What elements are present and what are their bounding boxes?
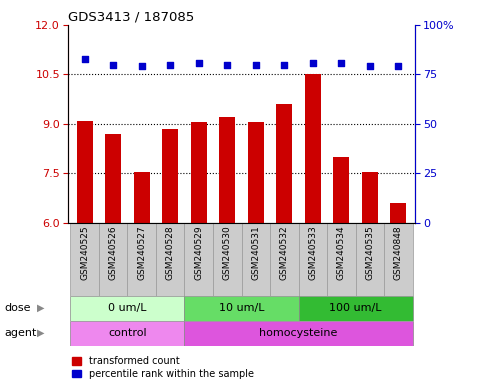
- Text: GSM240525: GSM240525: [80, 225, 89, 280]
- Bar: [355, 223, 384, 296]
- Legend: transformed count, percentile rank within the sample: transformed count, percentile rank withi…: [72, 356, 254, 379]
- Bar: [333, 157, 349, 223]
- Text: dose: dose: [5, 303, 31, 313]
- Bar: [105, 134, 121, 223]
- Text: GSM240526: GSM240526: [109, 225, 118, 280]
- Text: GDS3413 / 187085: GDS3413 / 187085: [68, 11, 194, 24]
- Bar: [270, 223, 298, 296]
- Point: [138, 63, 145, 70]
- Bar: [128, 223, 156, 296]
- Bar: [242, 223, 270, 296]
- Point: [395, 63, 402, 70]
- Bar: [99, 223, 128, 296]
- Bar: [185, 223, 213, 296]
- Text: GSM240530: GSM240530: [223, 225, 232, 280]
- Bar: [156, 223, 185, 296]
- Point: [309, 60, 317, 66]
- Bar: [298, 223, 327, 296]
- Bar: [77, 121, 93, 223]
- Point: [195, 60, 202, 66]
- Bar: [384, 223, 412, 296]
- Text: GSM240534: GSM240534: [337, 225, 346, 280]
- Point: [166, 61, 174, 68]
- Text: GSM240528: GSM240528: [166, 225, 175, 280]
- Text: ▶: ▶: [37, 303, 45, 313]
- Text: GSM240533: GSM240533: [308, 225, 317, 280]
- Bar: [219, 117, 235, 223]
- Point: [252, 61, 260, 68]
- Point: [281, 61, 288, 68]
- Text: control: control: [108, 328, 147, 338]
- Point: [338, 60, 345, 66]
- Bar: [276, 104, 292, 223]
- Bar: [71, 223, 99, 296]
- Bar: [248, 122, 264, 223]
- Point: [109, 61, 117, 68]
- Point: [366, 63, 374, 70]
- Text: GSM240532: GSM240532: [280, 225, 289, 280]
- Point: [81, 56, 88, 62]
- Text: GSM240848: GSM240848: [394, 225, 403, 280]
- Bar: [390, 203, 406, 223]
- Bar: [305, 74, 321, 223]
- Text: 0 um/L: 0 um/L: [108, 303, 147, 313]
- Bar: [71, 296, 185, 321]
- Bar: [362, 172, 378, 223]
- Text: 10 um/L: 10 um/L: [219, 303, 264, 313]
- Text: GSM240527: GSM240527: [137, 225, 146, 280]
- Bar: [185, 296, 298, 321]
- Text: GSM240535: GSM240535: [365, 225, 374, 280]
- Bar: [162, 129, 178, 223]
- Bar: [185, 321, 412, 346]
- Bar: [191, 122, 207, 223]
- Bar: [134, 172, 150, 223]
- Bar: [327, 223, 355, 296]
- Text: 100 um/L: 100 um/L: [329, 303, 382, 313]
- Text: GSM240531: GSM240531: [251, 225, 260, 280]
- Text: homocysteine: homocysteine: [259, 328, 338, 338]
- Point: [223, 61, 231, 68]
- Text: GSM240529: GSM240529: [194, 225, 203, 280]
- Text: agent: agent: [5, 328, 37, 338]
- Bar: [213, 223, 242, 296]
- Text: ▶: ▶: [37, 328, 45, 338]
- Bar: [71, 321, 185, 346]
- Bar: [298, 296, 412, 321]
